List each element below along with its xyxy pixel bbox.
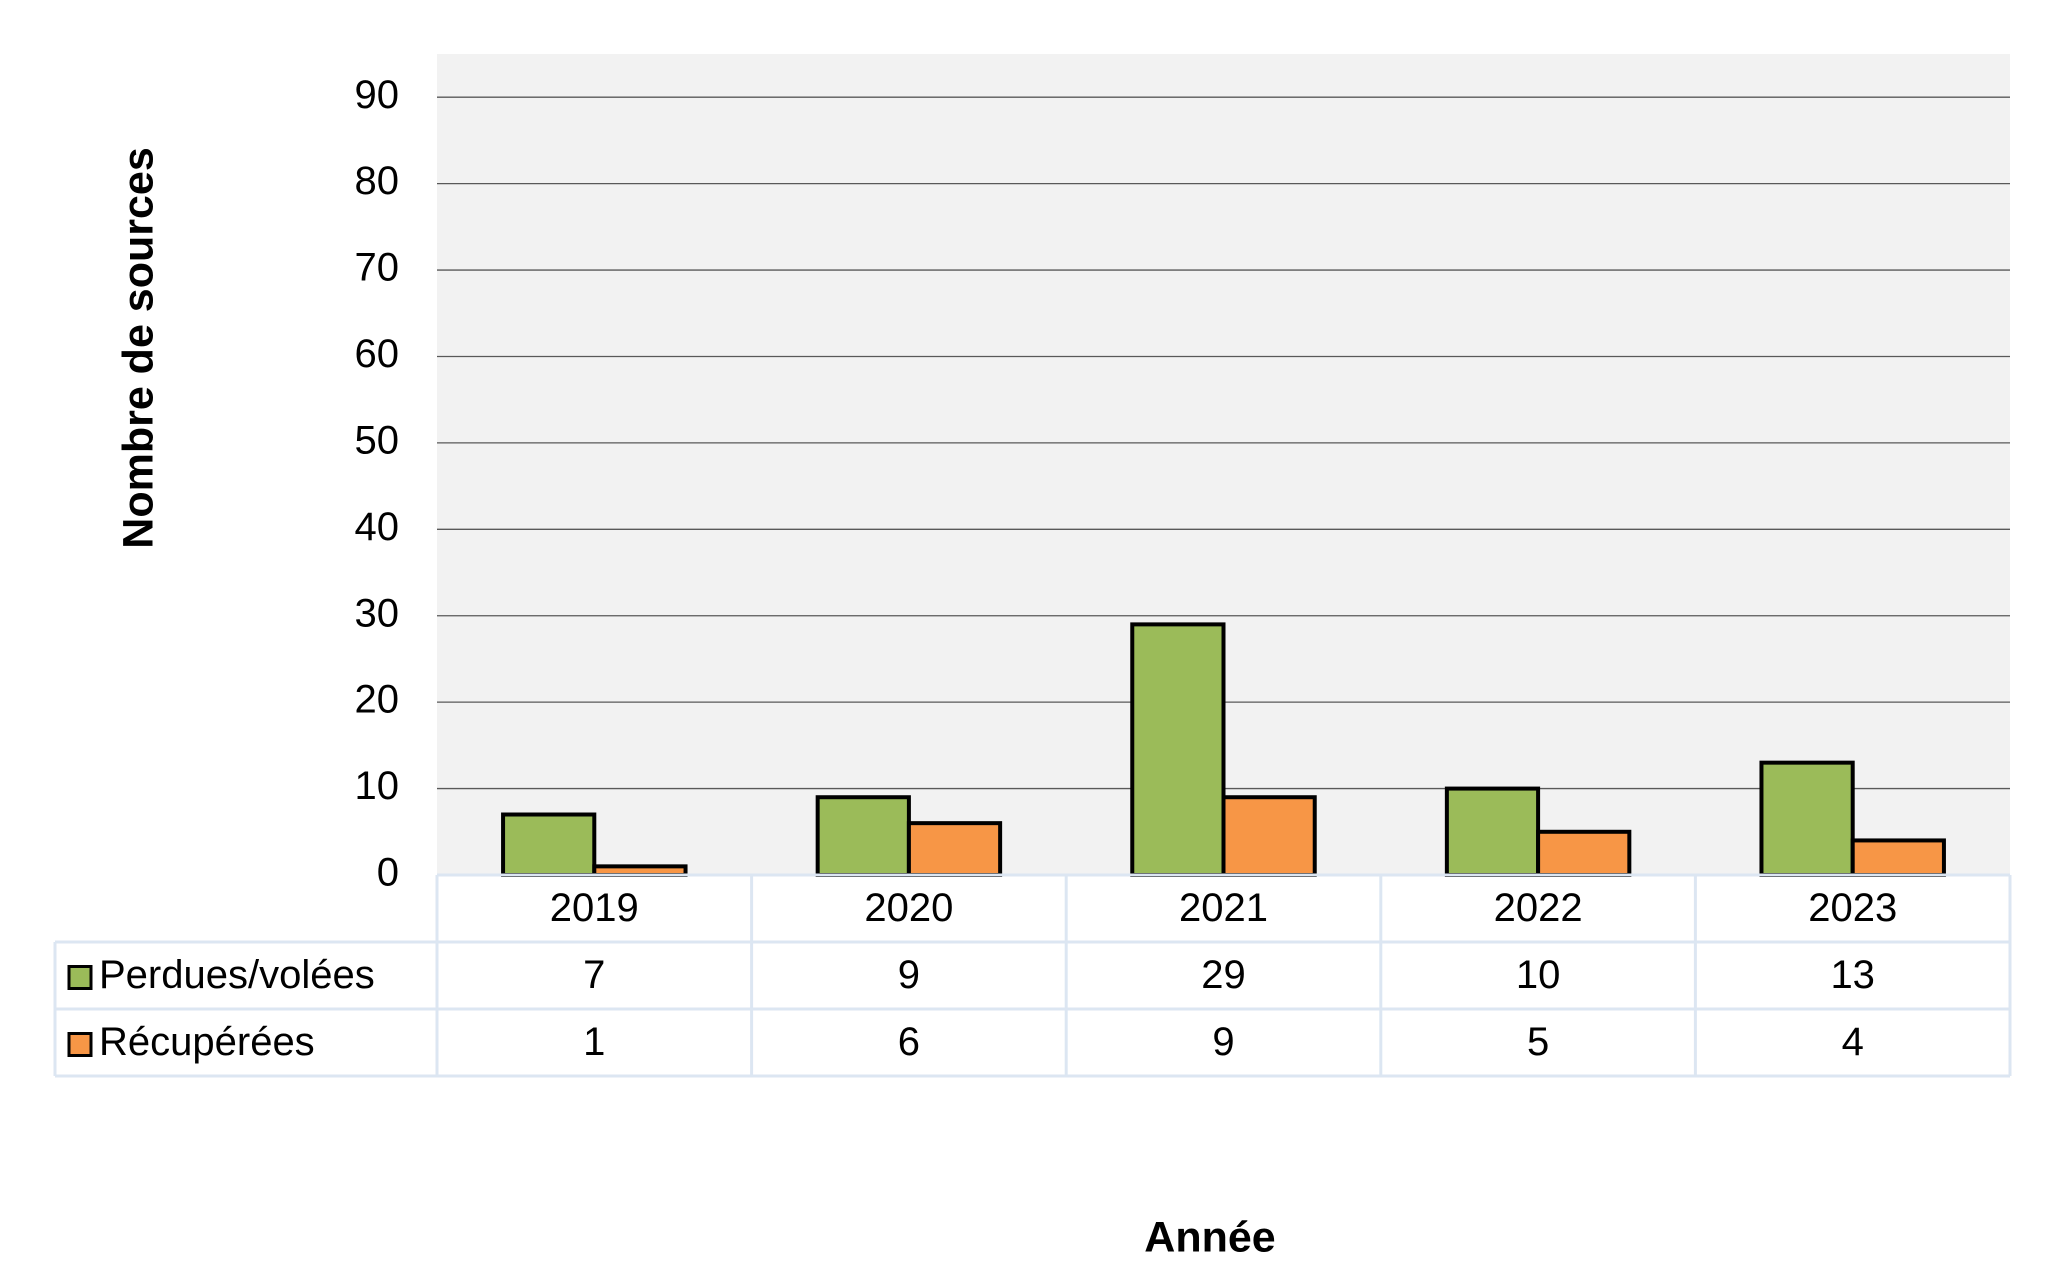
legend-label: Perdues/volées (99, 953, 375, 997)
table-value: 29 (1201, 953, 1246, 997)
y-axis-title: Nombre de sources (114, 147, 162, 548)
legend-swatch (67, 965, 93, 990)
table-value: 13 (1830, 953, 1875, 997)
x-tick-label: 2023 (1808, 886, 1897, 930)
bar (906, 821, 1003, 877)
table-value: 9 (1212, 1020, 1234, 1064)
bar (1221, 795, 1317, 878)
y-tick-label: 0 (377, 851, 399, 895)
bar (1759, 760, 1855, 878)
table-value: 9 (898, 953, 920, 997)
y-tick-label: 80 (355, 159, 400, 203)
table-value: 5 (1527, 1020, 1549, 1064)
y-tick-label: 30 (355, 591, 400, 635)
x-tick-label: 2020 (864, 886, 953, 930)
bar (1130, 622, 1226, 878)
table-value: 1 (583, 1020, 605, 1064)
y-tick-label: 60 (355, 332, 400, 376)
legend-swatch (67, 1032, 93, 1057)
table-value: 7 (583, 953, 605, 997)
table-value: 10 (1516, 953, 1561, 997)
y-tick-label: 50 (355, 418, 400, 462)
table-value: 6 (898, 1020, 920, 1064)
legend-label: Récupérées (99, 1020, 315, 1064)
x-tick-label: 2019 (550, 886, 639, 930)
table-value: 4 (1842, 1020, 1864, 1064)
bar (1444, 786, 1541, 877)
y-tick-label: 70 (355, 246, 400, 290)
x-axis-title: Année (1144, 1213, 1275, 1261)
bar (1536, 829, 1632, 878)
y-tick-label: 90 (355, 73, 400, 117)
y-tick-label: 10 (355, 764, 400, 808)
y-tick-label: 20 (355, 678, 400, 722)
bar (1850, 838, 1946, 877)
bar (815, 795, 911, 878)
x-tick-label: 2021 (1179, 886, 1268, 930)
y-tick-label: 40 (355, 505, 400, 549)
x-tick-label: 2022 (1494, 886, 1583, 930)
bar (501, 812, 597, 877)
